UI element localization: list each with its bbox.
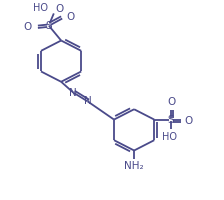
Text: O: O xyxy=(55,4,63,14)
Text: S: S xyxy=(46,21,52,31)
Text: NH₂: NH₂ xyxy=(124,161,144,171)
Text: S: S xyxy=(168,115,174,125)
Text: N: N xyxy=(69,88,77,98)
Text: O: O xyxy=(24,22,32,32)
Text: HO: HO xyxy=(33,3,48,13)
Text: N: N xyxy=(84,96,92,106)
Text: O: O xyxy=(66,12,74,22)
Text: O: O xyxy=(168,97,176,107)
Text: O: O xyxy=(185,116,193,126)
Text: HO: HO xyxy=(162,132,177,142)
